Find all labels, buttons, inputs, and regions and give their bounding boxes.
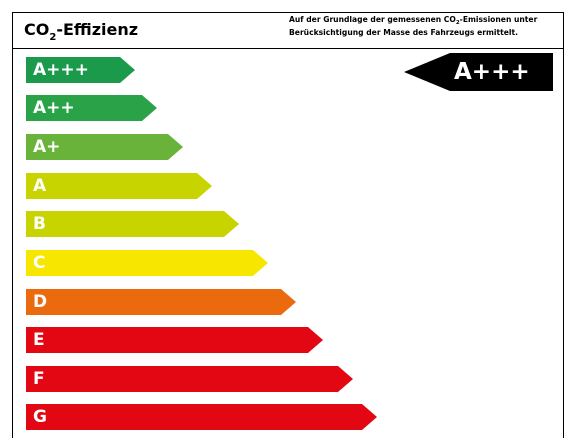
efficiency-class-bar: B bbox=[26, 211, 239, 237]
efficiency-class-label: C bbox=[33, 253, 46, 273]
class-arrow-shape bbox=[26, 289, 296, 315]
class-arrow-shape bbox=[26, 57, 135, 83]
measurement-note: Auf der Grundlage der gemessenen CO2-Emi… bbox=[289, 14, 563, 38]
class-arrow-shape bbox=[26, 95, 157, 121]
efficiency-class-bar: A+ bbox=[26, 134, 183, 160]
efficiency-class-bar: E bbox=[26, 327, 323, 353]
vehicle-rating-label: A+++ bbox=[454, 59, 530, 85]
efficiency-class-bar: D bbox=[26, 289, 296, 315]
efficiency-class-label: A+++ bbox=[33, 60, 89, 80]
efficiency-class-label: B bbox=[33, 214, 46, 234]
efficiency-class-bar: A+++ bbox=[26, 57, 135, 83]
efficiency-class-bar: F bbox=[26, 366, 353, 392]
class-arrow-shape bbox=[26, 211, 239, 237]
note-line-1-subscript: 2 bbox=[455, 20, 460, 26]
vehicle-rating-arrow: A+++ bbox=[404, 53, 553, 91]
efficiency-class-label: A bbox=[33, 176, 47, 196]
header-divider bbox=[12, 48, 564, 49]
efficiency-class-label: A++ bbox=[33, 98, 75, 118]
label-frame bbox=[12, 12, 564, 438]
note-line-1-suffix: -Emissionen unter bbox=[459, 15, 538, 24]
efficiency-class-bar: G bbox=[26, 404, 377, 430]
label-title: CO2-Effizienz bbox=[24, 20, 138, 43]
class-arrow-shape bbox=[26, 250, 268, 276]
title-suffix: -Effizienz bbox=[56, 20, 139, 39]
class-arrow-shape bbox=[26, 366, 353, 392]
rating-arrow-shape bbox=[404, 53, 553, 91]
note-line-1-prefix: Auf der Grundlage der gemessenen CO bbox=[289, 15, 456, 24]
note-line-1: Auf der Grundlage der gemessenen CO2-Emi… bbox=[289, 14, 563, 27]
efficiency-class-label: D bbox=[33, 292, 48, 312]
efficiency-class-label: F bbox=[33, 369, 45, 389]
title-subscript: 2 bbox=[49, 32, 57, 43]
class-arrow-shape bbox=[26, 404, 377, 430]
efficiency-class-label: A+ bbox=[33, 137, 61, 157]
class-arrow-shape bbox=[26, 173, 212, 199]
class-arrow-shape bbox=[26, 134, 183, 160]
efficiency-class-bar: A++ bbox=[26, 95, 157, 121]
note-line-2: Berücksichtigung der Masse des Fahrzeugs… bbox=[289, 28, 519, 37]
class-arrow-shape bbox=[26, 327, 323, 353]
efficiency-class-bar: A bbox=[26, 173, 212, 199]
efficiency-class-label: G bbox=[33, 407, 47, 427]
title-prefix: CO bbox=[24, 20, 50, 39]
efficiency-class-label: E bbox=[33, 330, 45, 350]
efficiency-class-bar: C bbox=[26, 250, 268, 276]
